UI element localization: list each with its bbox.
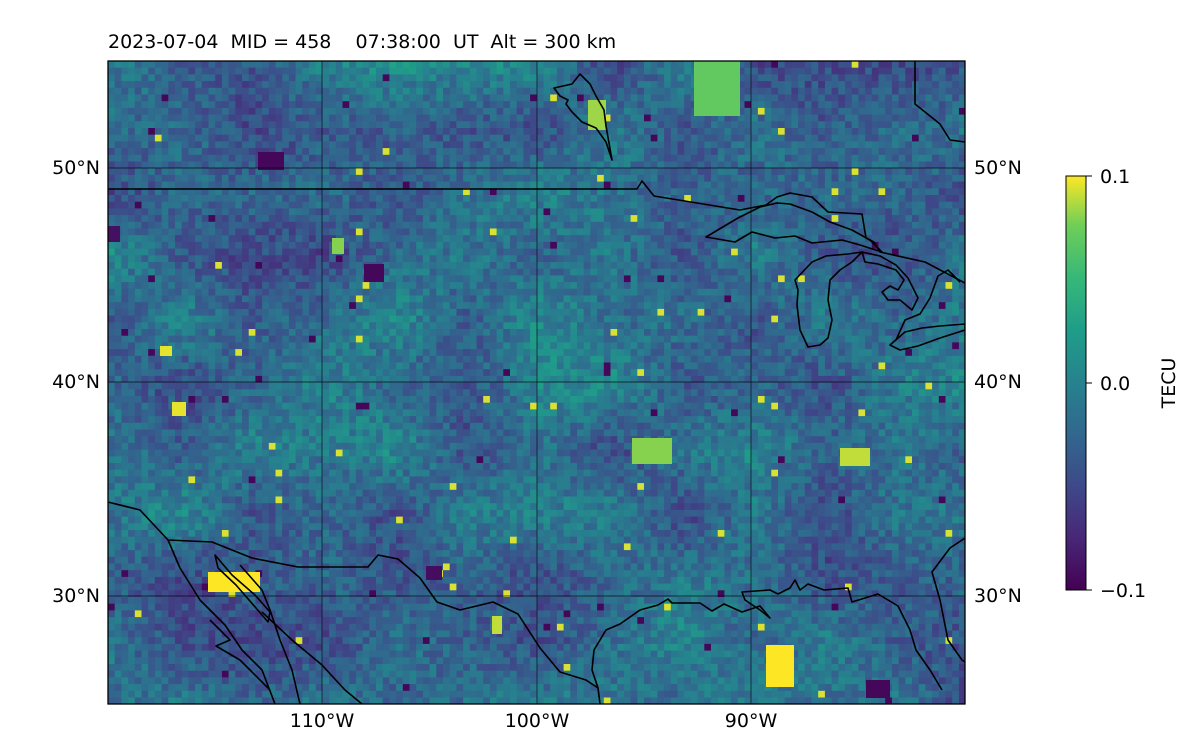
atlantic-coast — [931, 537, 965, 663]
tec-anomaly-11 — [492, 616, 502, 634]
colorbar-label: TECU — [1158, 358, 1180, 410]
tec-anomaly-12 — [172, 402, 186, 416]
tec-anomaly-8 — [866, 680, 890, 698]
tec-anomaly-13 — [160, 346, 172, 356]
lat-label-40n-left: 40°N — [52, 371, 100, 393]
plot-title: 2023-07-04 MID = 458 07:38:00 UT Alt = 3… — [108, 31, 616, 53]
map-frame — [107, 60, 966, 705]
colorbar-tick-label-max: 0.1 — [1100, 166, 1130, 188]
lon-labels: 110°W 100°W 90°W — [290, 710, 778, 732]
lake-huron — [861, 251, 919, 311]
lower-michigan-shore — [895, 269, 961, 341]
tec-anomaly-3 — [632, 438, 672, 464]
lake-superior — [705, 202, 883, 253]
hudson-bay-shore — [914, 61, 965, 143]
lon-label-110w: 110°W — [290, 710, 355, 732]
lat-label-30n-right: 30°N — [974, 585, 1022, 607]
lake-michigan — [794, 251, 863, 348]
tec-anomaly-1 — [588, 100, 606, 130]
tec-anomaly-5 — [208, 572, 260, 592]
tec-anomaly-14 — [332, 238, 344, 254]
map-panel — [107, 60, 966, 705]
lat-labels-right: 50°N 40°N 30°N — [974, 157, 1022, 607]
colorbar-gradient — [1065, 175, 1087, 591]
tec-heatmap — [108, 61, 965, 704]
graticule — [108, 61, 965, 704]
lake-erie — [889, 323, 965, 351]
baja-peninsula-east — [167, 539, 276, 704]
lon-label-90w: 90°W — [725, 710, 778, 732]
gulf-coast — [591, 579, 943, 691]
tec-anomaly-2 — [766, 645, 794, 687]
tec-anomaly-7 — [364, 264, 384, 282]
tec-anomaly-0 — [694, 61, 740, 116]
baja-peninsula-west — [214, 554, 271, 623]
colorbar-tick-label-min: −0.1 — [1100, 580, 1146, 602]
tec-anomaly-9 — [108, 226, 120, 242]
lake-winnipeg — [553, 73, 613, 161]
lat-label-30n-left: 30°N — [52, 585, 100, 607]
lon-label-100w: 100°W — [505, 710, 570, 732]
lat-labels-left: 50°N 40°N 30°N — [52, 157, 100, 607]
tec-anomaly-10 — [426, 566, 442, 580]
tec-anomaly-4 — [840, 448, 870, 466]
mexico-pacific-coast — [209, 619, 271, 691]
colorbar-tick-label-zero: 0.0 — [1100, 373, 1130, 395]
coastlines — [108, 61, 965, 704]
tec-anomaly-6 — [258, 152, 284, 170]
lat-label-40n-right: 40°N — [974, 371, 1022, 393]
lat-label-50n-left: 50°N — [52, 157, 100, 179]
us-mexico-border — [108, 501, 601, 704]
sonora-coast — [261, 611, 363, 704]
lat-label-50n-right: 50°N — [974, 157, 1022, 179]
colorbar: 0.1 0.0 −0.1 TECU — [1065, 166, 1180, 602]
